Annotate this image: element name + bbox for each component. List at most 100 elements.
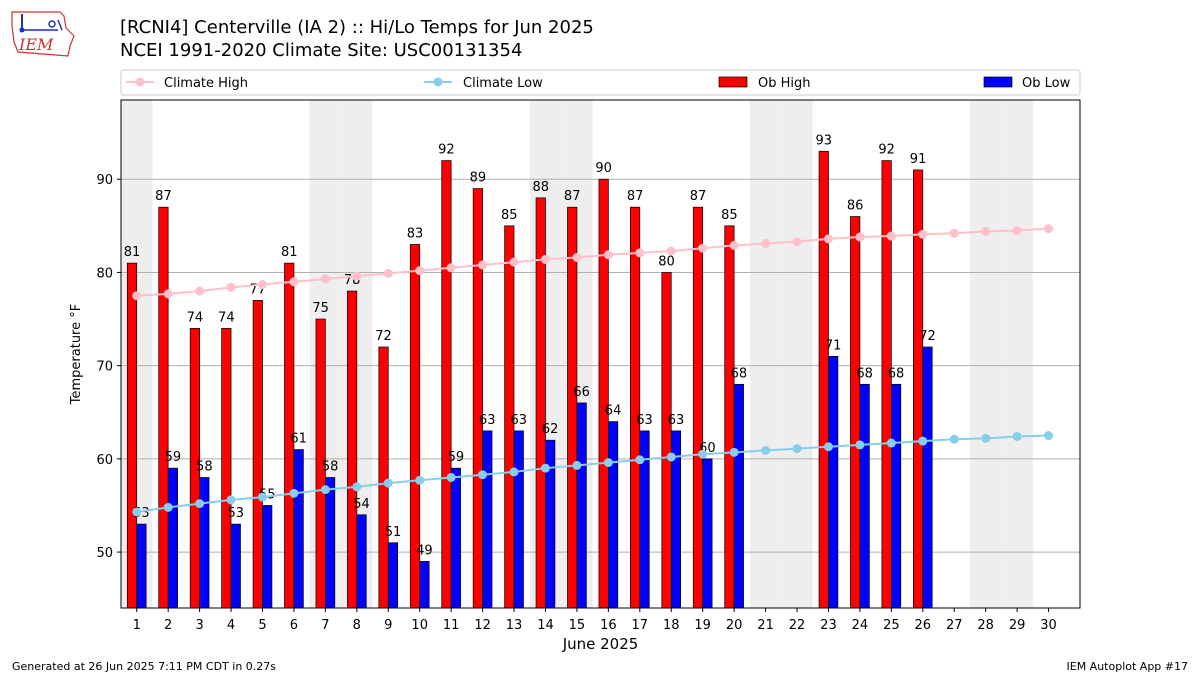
climate-low-point (540, 463, 550, 473)
climate-high-point (729, 240, 739, 250)
ob-low-label: 64 (605, 404, 622, 419)
climate-high-point (666, 246, 676, 256)
climate-high-point (1044, 224, 1054, 234)
x-tick-label: 21 (757, 618, 774, 633)
ob-low-bar (199, 477, 210, 609)
ob-high-label: 91 (910, 152, 927, 167)
legend-ob-high-label: Ob High (758, 76, 811, 91)
ob-low-label: 59 (165, 450, 182, 465)
legend-box (120, 69, 1081, 96)
ob-high-bar (630, 206, 641, 609)
x-tick-label: 12 (474, 618, 491, 633)
ob-low-label: 53 (227, 506, 244, 521)
climate-low-point (383, 478, 393, 488)
ob-low-label: 63 (668, 413, 685, 428)
ob-low-bar (513, 430, 524, 609)
climate-low-point (792, 444, 802, 454)
ob-high-label: 83 (407, 226, 424, 241)
ob-high-label: 90 (595, 161, 612, 176)
climate-low-point (603, 458, 613, 468)
ob-high-label: 93 (815, 133, 832, 148)
y-tick-label: 90 (96, 173, 113, 188)
climate-high-point (163, 289, 173, 299)
climate-high-point (446, 263, 456, 273)
climate-high-point (257, 280, 267, 290)
ob-high-bar (598, 178, 609, 609)
x-tick-label: 3 (195, 618, 203, 633)
climate-high-point (289, 277, 299, 287)
chart-title: [RCNI4] Centerville (IA 2) :: Hi/Lo Temp… (120, 17, 594, 38)
ob-high-label: 85 (721, 208, 738, 223)
ob-low-bar (890, 383, 902, 609)
climate-high-point (509, 257, 519, 267)
climate-high-point (1012, 225, 1022, 235)
x-tick-label: 28 (977, 618, 994, 633)
climate-high-point (855, 232, 865, 242)
ob-high-bar (126, 262, 138, 609)
climate-high-point (320, 274, 330, 284)
ob-low-bar (859, 383, 870, 609)
ob-low-label: 68 (731, 366, 748, 381)
x-tick-label: 23 (820, 618, 837, 633)
climate-high-point (949, 228, 959, 238)
x-tick-label: 19 (694, 618, 711, 633)
climate-low-point (949, 434, 959, 444)
climate-low-point (478, 470, 488, 480)
ob-high-bar (850, 216, 861, 609)
x-tick-label: 16 (600, 618, 617, 633)
climate-low-point (918, 436, 928, 446)
logo-text: IEM (18, 35, 54, 54)
y-tick-label: 70 (96, 360, 113, 375)
ob-high-bar (881, 160, 892, 609)
ob-high-label: 80 (658, 254, 675, 269)
climate-low-point (415, 475, 425, 485)
ob-high-bar (472, 188, 483, 609)
ob-high-label: 75 (312, 301, 329, 316)
x-tick-label: 5 (258, 618, 266, 633)
ob-high-bar (661, 272, 672, 609)
climate-high-point (792, 237, 802, 247)
x-tick-label: 4 (227, 618, 235, 633)
x-tick-label: 2 (164, 618, 172, 633)
ob-low-bar (482, 430, 493, 609)
ob-low-label: 72 (919, 329, 936, 344)
ob-high-bar (818, 150, 829, 609)
ob-low-bar (356, 514, 367, 609)
climate-high-point (132, 291, 142, 301)
iem-logo: IEM (11, 11, 75, 57)
climate-high-point (918, 229, 928, 239)
ob-high-bar (158, 206, 169, 609)
x-tick-label: 29 (1009, 618, 1026, 633)
legend-climate-high-label: Climate High (164, 76, 248, 91)
ob-high-label: 87 (690, 189, 707, 204)
climate-low-point (981, 433, 991, 443)
climate-high-point (572, 253, 582, 263)
ob-high-label: 92 (878, 143, 895, 158)
ob-high-bar (347, 290, 358, 609)
ob-low-label: 68 (888, 366, 905, 381)
ob-high-label: 88 (532, 180, 549, 195)
ob-low-bar (419, 561, 430, 609)
ob-low-label: 59 (448, 450, 465, 465)
x-tick-label: 18 (663, 618, 680, 633)
climate-low-point (352, 482, 362, 492)
climate-high-point (478, 260, 488, 270)
ob-high-label: 81 (281, 245, 298, 260)
ob-low-bar (136, 523, 147, 609)
ob-low-label: 51 (385, 525, 402, 540)
ob-high-bar (567, 206, 578, 609)
ob-low-label: 49 (416, 543, 433, 558)
climate-low-point (698, 449, 708, 459)
climate-low-point (886, 438, 896, 448)
climate-low-point (1012, 431, 1022, 441)
legend-ob-high-swatch (718, 76, 748, 88)
ob-low-label: 63 (636, 413, 653, 428)
climate-high-point (886, 231, 896, 241)
climate-low-point (509, 467, 519, 477)
climate-low-point (289, 488, 299, 498)
x-tick-label: 22 (789, 618, 806, 633)
climate-low-point (195, 499, 205, 509)
ob-low-bar (450, 467, 461, 609)
ob-low-label: 63 (510, 413, 527, 428)
